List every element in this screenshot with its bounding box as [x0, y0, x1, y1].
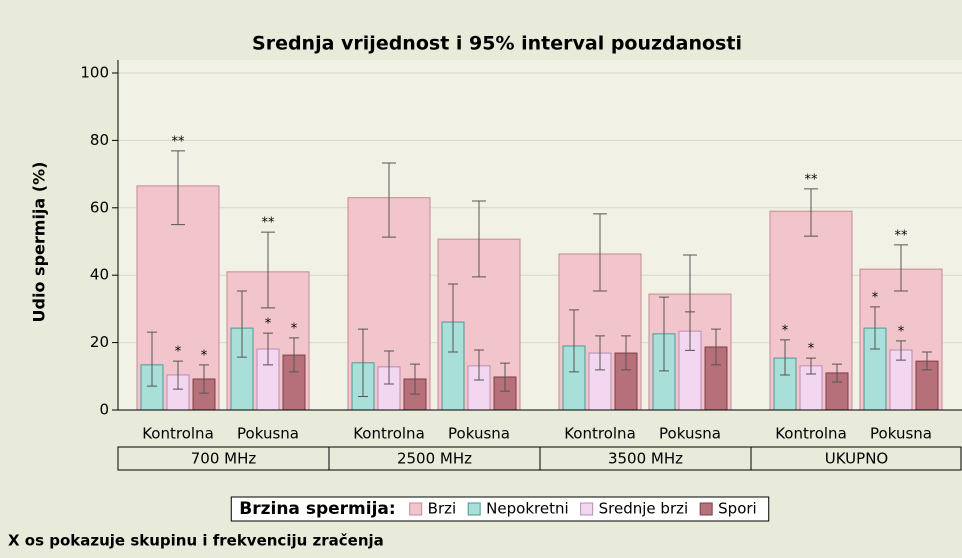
- annotation: *: [898, 324, 905, 339]
- legend-swatch: [409, 502, 423, 516]
- error-bar: [500, 362, 510, 392]
- y-axis-label: Udio spermija (%): [30, 162, 49, 323]
- annotation: *: [175, 345, 182, 360]
- y-tick-label: 0: [99, 401, 109, 419]
- legend-label: Spori: [718, 500, 757, 518]
- x-tick-label: Pokusna: [870, 425, 932, 443]
- y-tick-label: 100: [80, 64, 109, 82]
- legend-title: Brzina spermija:: [239, 499, 395, 519]
- y-tick-label: 80: [90, 131, 109, 149]
- error-bar: [711, 328, 721, 366]
- x-tick-label: Pokusna: [448, 425, 510, 443]
- annotation: **: [262, 216, 276, 231]
- error-bar: [382, 162, 396, 238]
- error-bar: [474, 349, 484, 381]
- error-bar: [659, 296, 669, 372]
- annotation: *: [201, 348, 208, 363]
- chart-title: Srednja vrijednost i 95% interval pouzda…: [252, 33, 742, 55]
- legend-swatch: [467, 502, 481, 516]
- y-tick-label: 20: [90, 333, 109, 351]
- group-label: UKUPNO: [825, 450, 888, 468]
- error-bar: [448, 283, 458, 353]
- error-bar: [171, 150, 185, 226]
- error-bar: [173, 360, 183, 390]
- error-bar: [894, 244, 908, 292]
- x-tick-label: Pokusna: [659, 425, 721, 443]
- group-label: 700 MHz: [191, 450, 257, 468]
- x-tick-label: Kontrolna: [564, 425, 636, 443]
- legend-label: Nepokretni: [486, 500, 568, 518]
- group-label: 3500 MHz: [608, 450, 683, 468]
- legend: [230, 496, 770, 522]
- annotation: *: [291, 321, 298, 336]
- annotation: *: [872, 290, 879, 305]
- error-bar: [384, 350, 394, 385]
- legend-swatch: [699, 502, 713, 516]
- annotation: *: [808, 342, 815, 357]
- annotation: **: [805, 172, 819, 187]
- footnote: X os pokazuje skupinu i frekvenciju zrač…: [8, 532, 384, 550]
- legend-swatch: [580, 502, 594, 516]
- group-label: 2500 MHz: [397, 450, 472, 468]
- x-tick-label: Kontrolna: [142, 425, 214, 443]
- y-tick-label: 40: [90, 266, 109, 284]
- error-bar: [410, 363, 420, 395]
- annotation: **: [172, 134, 186, 149]
- error-bar: [289, 337, 299, 373]
- error-bar: [593, 213, 607, 292]
- error-bar: [896, 340, 906, 361]
- annotation: *: [782, 323, 789, 338]
- annotation: *: [265, 317, 272, 332]
- legend-label: Brzi: [428, 500, 457, 518]
- x-tick-label: Kontrolna: [775, 425, 847, 443]
- error-bar: [832, 363, 842, 383]
- error-bar: [263, 332, 273, 366]
- error-bar: [237, 290, 247, 358]
- legend-label: Srednje brzi: [599, 500, 689, 518]
- error-bar: [922, 351, 932, 371]
- error-bar: [569, 309, 579, 373]
- error-bar: [147, 331, 157, 387]
- error-bar: [621, 335, 631, 371]
- error-bar: [261, 231, 275, 309]
- annotation: **: [895, 228, 909, 243]
- error-bar: [806, 357, 816, 375]
- error-bar: [780, 339, 790, 376]
- error-bar: [685, 311, 695, 351]
- error-bar: [199, 364, 209, 394]
- x-tick-label: Kontrolna: [353, 425, 425, 443]
- error-bar: [472, 200, 486, 278]
- x-tick-label: Pokusna: [237, 425, 299, 443]
- error-bar: [870, 306, 880, 350]
- error-bar: [804, 188, 818, 237]
- error-bar: [358, 328, 368, 398]
- error-bar: [595, 335, 605, 371]
- y-tick-label: 60: [90, 198, 109, 216]
